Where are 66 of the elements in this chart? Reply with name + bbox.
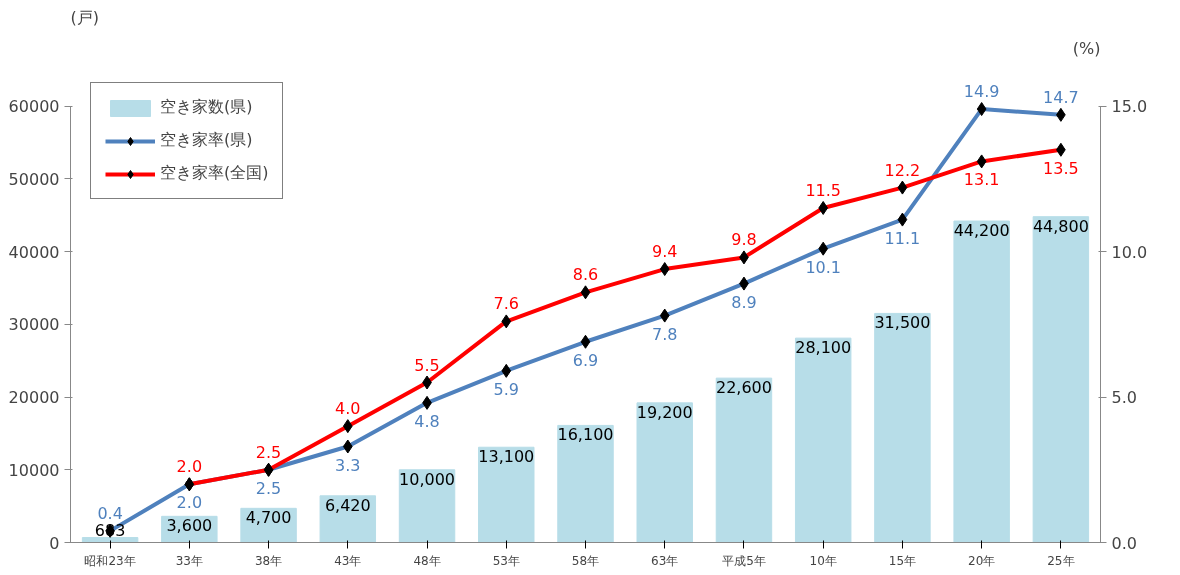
x-tick-label: 10年: [809, 553, 837, 568]
y2-axis-title: (%): [1072, 38, 1101, 58]
data-label: 7.8: [652, 324, 678, 344]
data-label: 6.9: [572, 350, 599, 370]
data-label: 14.9: [963, 82, 1000, 102]
data-label: 4.0: [335, 399, 361, 419]
legend-label: 空き家率(県): [160, 130, 253, 151]
y2-tick-label: 5.0: [1111, 388, 1137, 408]
data-label: 11.5: [805, 180, 841, 200]
x-tick-label: 33年: [175, 553, 203, 568]
legend-label: 空き家数(県): [160, 97, 253, 118]
y2-tick-label: 0.0: [1111, 533, 1137, 553]
data-label: 9.4: [652, 242, 678, 262]
y-tick-label: 30000: [8, 315, 60, 335]
data-label: 16,100: [557, 425, 614, 445]
data-label: 8.9: [731, 292, 757, 312]
data-label: 13.5: [1043, 158, 1079, 178]
y-tick-label: 10000: [8, 460, 60, 480]
data-label: 0.4: [97, 503, 123, 523]
y-axis-title: (戸): [70, 7, 99, 27]
x-tick-label: 53年: [492, 553, 520, 568]
data-label: 2.5: [255, 442, 282, 462]
y-tick-label: 0: [49, 533, 60, 553]
data-label: 8.6: [572, 265, 599, 285]
data-label: 31,500: [874, 313, 931, 333]
data-label: 6,420: [324, 495, 371, 515]
data-label: 10,000: [399, 469, 456, 489]
data-label: 2.0: [176, 457, 203, 477]
data-label: 14.7: [1043, 87, 1079, 107]
x-tick-label: 48年: [413, 553, 441, 568]
data-label: 4,700: [245, 508, 292, 528]
data-label: 28,100: [795, 338, 852, 358]
data-label: 10.1: [805, 257, 841, 277]
data-label: 44,200: [953, 221, 1010, 241]
data-label: 13.1: [963, 170, 1000, 190]
data-label: 44,800: [1032, 216, 1089, 236]
data-label: 5.5: [414, 355, 440, 375]
data-label: 2.0: [176, 493, 203, 513]
data-label: 11.1: [884, 228, 921, 248]
y-tick-label: 40000: [8, 242, 60, 262]
data-label: 3.3: [335, 455, 361, 475]
x-tick-label: 15年: [888, 553, 917, 568]
data-label: 13,100: [478, 447, 535, 467]
x-tick-label: 20年: [968, 553, 996, 568]
y2-tick-label: 10.0: [1111, 242, 1148, 262]
x-tick-label: 58年: [571, 553, 600, 568]
y2-tick-label: 15.0: [1111, 97, 1148, 117]
x-tick-label: 38年: [254, 553, 283, 568]
data-label: 2.5: [255, 478, 282, 498]
data-label: 22,600: [715, 378, 772, 398]
data-label: 4.8: [414, 411, 440, 431]
data-label: 19,200: [636, 402, 693, 422]
y-tick-label: 50000: [8, 169, 60, 189]
x-tick-label: 43年: [334, 553, 362, 568]
data-label: 12.2: [884, 160, 921, 180]
x-tick-label: 63年: [651, 553, 679, 568]
x-tick-label: 平成5年: [722, 553, 766, 568]
data-label: 9.8: [731, 230, 757, 250]
x-tick-label: 25年: [1047, 553, 1075, 568]
y-tick-label: 60000: [8, 97, 60, 117]
data-label: 5.9: [493, 379, 519, 399]
x-tick-label: 昭和23年: [84, 553, 136, 568]
data-label: 3,600: [166, 516, 213, 536]
legend-label: 空き家率(全国): [160, 163, 269, 184]
data-label: 7.6: [493, 294, 519, 314]
y-tick-label: 20000: [8, 388, 60, 408]
